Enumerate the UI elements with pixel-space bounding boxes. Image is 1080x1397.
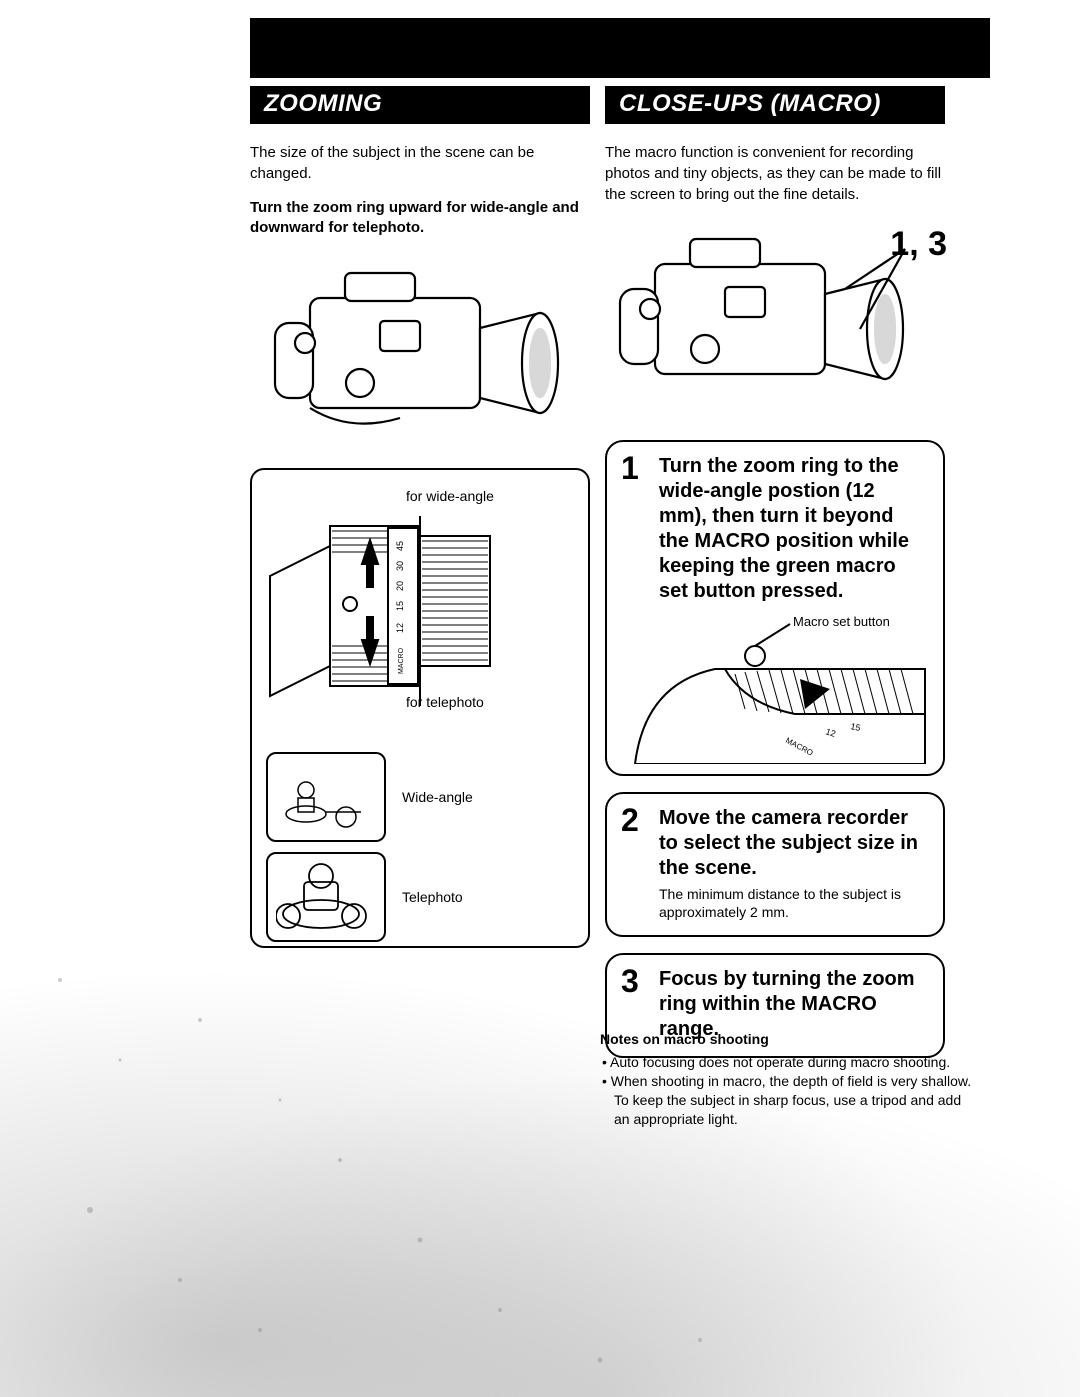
camera-illustration-right-wrapper: 1, 3 (605, 219, 945, 424)
svg-text:45: 45 (395, 540, 405, 550)
wide-angle-thumb (266, 752, 386, 842)
step-1-text: Turn the zoom ring to the wide-angle pos… (659, 454, 927, 604)
wide-angle-label: for wide-angle (406, 488, 494, 504)
notes-bullet-1: • Auto focusing does not operate during … (600, 1053, 980, 1072)
zooming-intro: The size of the subject in the scene can… (250, 142, 590, 184)
wide-angle-example: Wide-angle (266, 752, 574, 842)
svg-text:20: 20 (395, 580, 405, 590)
callout-1-3: 1, 3 (890, 225, 947, 264)
macro-set-button-label: Macro set button (793, 614, 890, 629)
macro-header: CLOSE-UPS (MACRO) (605, 86, 945, 124)
zoom-dial-panel: 45 30 20 15 12 MACRO for wide-angle for … (250, 468, 590, 948)
macro-notes: Notes on macro shooting • Auto focusing … (600, 1030, 980, 1128)
step-2-text: Move the camera recorder to select the s… (659, 806, 927, 881)
step-2-number: 2 (621, 802, 639, 839)
notes-title: Notes on macro shooting (600, 1030, 980, 1049)
svg-text:12: 12 (395, 622, 405, 632)
top-bar (250, 18, 990, 78)
zooming-instruction: Turn the zoom ring upward for wide-angle… (250, 198, 590, 239)
svg-text:15: 15 (850, 721, 862, 733)
step-1-number: 1 (621, 450, 639, 487)
step-2-box: 2 Move the camera recorder to select the… (605, 792, 945, 937)
zooming-header: ZOOMING (250, 86, 590, 124)
telephoto-caption: Telephoto (402, 889, 463, 905)
step-2-subtext: The minimum distance to the subject is a… (659, 885, 927, 921)
telephoto-example: Telephoto (266, 852, 574, 942)
macro-ring-diagram: 15 12 MACRO (623, 614, 927, 764)
zoom-dial-diagram: 45 30 20 15 12 MACRO for wide-angle for … (266, 486, 574, 736)
camera-illustration-left (250, 253, 590, 453)
notes-bullet-2: • When shooting in macro, the depth of f… (600, 1072, 980, 1129)
manual-page: ZOOMING The size of the subject in the s… (250, 0, 990, 1140)
telephoto-label: for telephoto (406, 694, 484, 710)
telephoto-thumb (266, 852, 386, 942)
macro-column: CLOSE-UPS (MACRO) The macro function is … (605, 86, 945, 1058)
macro-intro: The macro function is convenient for rec… (605, 142, 945, 205)
step-1-box: 1 Turn the zoom ring to the wide-angle p… (605, 440, 945, 776)
svg-text:30: 30 (395, 560, 405, 570)
step-3-number: 3 (621, 963, 639, 1000)
svg-text:MACRO: MACRO (398, 647, 405, 674)
zooming-column: ZOOMING The size of the subject in the s… (250, 86, 590, 948)
svg-text:15: 15 (395, 600, 405, 610)
wide-angle-caption: Wide-angle (402, 789, 473, 805)
